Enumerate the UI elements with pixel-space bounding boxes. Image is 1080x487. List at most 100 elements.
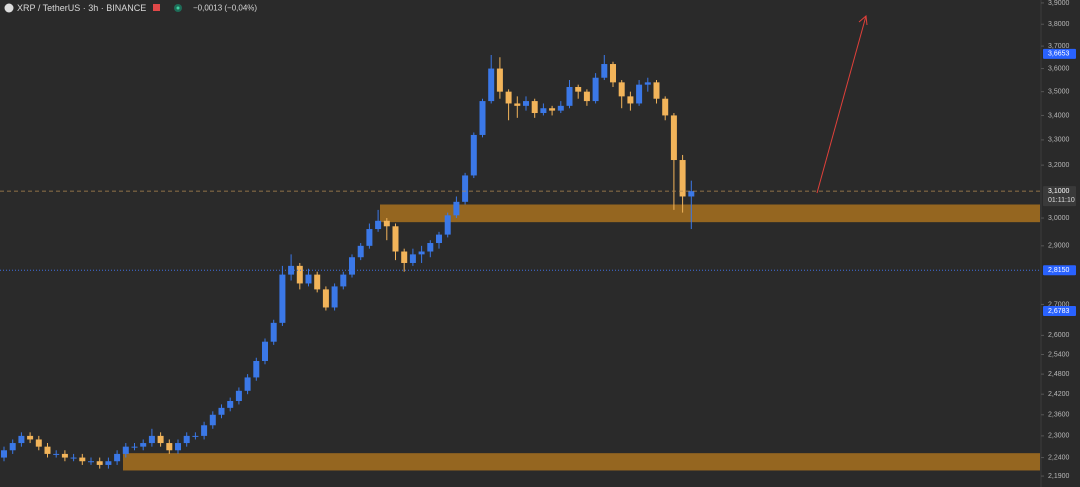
price-label-box bbox=[1043, 265, 1076, 276]
candle-body bbox=[131, 446, 138, 448]
candle-body bbox=[540, 108, 547, 114]
candle-body bbox=[157, 435, 164, 444]
drawing-arrow bbox=[816, 15, 868, 194]
candle-body bbox=[436, 234, 442, 244]
candle-body bbox=[479, 101, 486, 135]
candle-body bbox=[531, 101, 538, 114]
candle-body bbox=[549, 108, 556, 111]
candle-body bbox=[496, 68, 503, 92]
candle-body bbox=[53, 453, 60, 455]
symbol-icon bbox=[4, 3, 14, 13]
candle-body bbox=[322, 289, 329, 308]
price-label-box bbox=[1043, 306, 1076, 317]
candle-body bbox=[262, 341, 268, 361]
candle-body bbox=[453, 201, 460, 216]
y-tick-label: 3,3000 bbox=[1048, 137, 1070, 144]
candle-body bbox=[27, 435, 34, 440]
candle-body bbox=[444, 215, 451, 235]
candle-body bbox=[209, 414, 216, 426]
candle-body bbox=[166, 443, 173, 451]
candle-body bbox=[366, 229, 373, 246]
candle-body bbox=[566, 86, 573, 106]
candle-body bbox=[218, 407, 225, 415]
candle-body bbox=[523, 101, 529, 106]
candle-body bbox=[505, 91, 512, 104]
y-tick-label: 3,5000 bbox=[1048, 89, 1070, 96]
candle-body bbox=[122, 446, 129, 454]
y-tick-label: 3,6000 bbox=[1048, 65, 1070, 72]
candle-body bbox=[375, 220, 382, 230]
flag[interactable] bbox=[153, 4, 160, 11]
header: XRP / TetherUS · 3h · BINANCE −0,0013 (−… bbox=[4, 3, 257, 13]
candle-body bbox=[148, 435, 155, 444]
countdown: 01:11:10 bbox=[1048, 197, 1075, 204]
y-tick-label: 2,4800 bbox=[1048, 371, 1070, 378]
candle-body bbox=[331, 286, 338, 308]
candle-body bbox=[409, 254, 416, 263]
candle-body bbox=[627, 96, 634, 104]
price-label: 3,6653 bbox=[1048, 51, 1070, 58]
y-tick-label: 2,2400 bbox=[1048, 454, 1070, 461]
price-label: 3,1000 bbox=[1048, 188, 1070, 195]
price-change: −0,0013 (−0,04%) bbox=[193, 4, 257, 13]
candle-body bbox=[427, 243, 434, 252]
candle-body bbox=[175, 443, 181, 451]
y-tick-label: 2,3000 bbox=[1048, 433, 1070, 440]
y-tick-label: 3,4000 bbox=[1048, 112, 1070, 119]
candle-body bbox=[114, 453, 121, 462]
y-tick-label: 2,9000 bbox=[1048, 243, 1070, 250]
candle-body bbox=[644, 82, 651, 85]
zone bbox=[380, 204, 1040, 223]
candle-body bbox=[227, 400, 234, 408]
candle-body bbox=[401, 251, 408, 263]
price-label: 2,6783 bbox=[1048, 308, 1070, 315]
y-tick-label: 2,3600 bbox=[1048, 412, 1070, 419]
candle-body bbox=[183, 435, 190, 444]
candle-body bbox=[679, 160, 686, 197]
candle-body bbox=[140, 443, 147, 447]
candle-body bbox=[18, 435, 25, 444]
y-tick-label: 2,6000 bbox=[1048, 332, 1070, 339]
price-label: 2,8150 bbox=[1048, 267, 1070, 274]
candle-body bbox=[610, 64, 616, 83]
y-tick-label: 3,8000 bbox=[1048, 21, 1070, 28]
candle-body bbox=[105, 461, 112, 465]
candle-body bbox=[670, 115, 677, 161]
candle-body bbox=[192, 435, 199, 437]
y-tick-label: 2,4200 bbox=[1048, 391, 1070, 398]
y-tick-label: 2,7000 bbox=[1048, 301, 1070, 308]
candle-body bbox=[583, 91, 590, 102]
candle-body bbox=[235, 390, 242, 401]
candle-body bbox=[349, 257, 355, 275]
candle-body bbox=[462, 175, 469, 202]
candle-body bbox=[314, 274, 321, 290]
candle-body bbox=[96, 461, 103, 465]
candle-body bbox=[688, 191, 695, 197]
candle-body bbox=[201, 425, 208, 436]
candle-body bbox=[44, 446, 51, 454]
candle-body bbox=[270, 322, 277, 342]
y-tick-label: 3,7000 bbox=[1048, 43, 1070, 50]
candle-body bbox=[1, 450, 7, 458]
candle-body bbox=[279, 274, 286, 323]
candle-body bbox=[70, 457, 77, 459]
candle-body bbox=[662, 98, 669, 116]
candle-body bbox=[392, 226, 399, 252]
candle-body bbox=[488, 68, 495, 102]
candle-body bbox=[653, 82, 660, 99]
candle-body bbox=[601, 64, 608, 78]
candle-body bbox=[383, 220, 390, 227]
zone bbox=[123, 453, 1040, 471]
status-dot-core bbox=[176, 6, 180, 10]
candle-body bbox=[557, 105, 564, 111]
y-tick-label: 3,2000 bbox=[1048, 162, 1070, 169]
candle-body bbox=[35, 439, 42, 447]
candle-body bbox=[296, 265, 303, 284]
candle-body bbox=[470, 134, 477, 176]
candle-body bbox=[357, 245, 364, 258]
candle-body bbox=[305, 274, 312, 284]
candle-body bbox=[418, 251, 425, 255]
candle-body bbox=[88, 461, 94, 463]
